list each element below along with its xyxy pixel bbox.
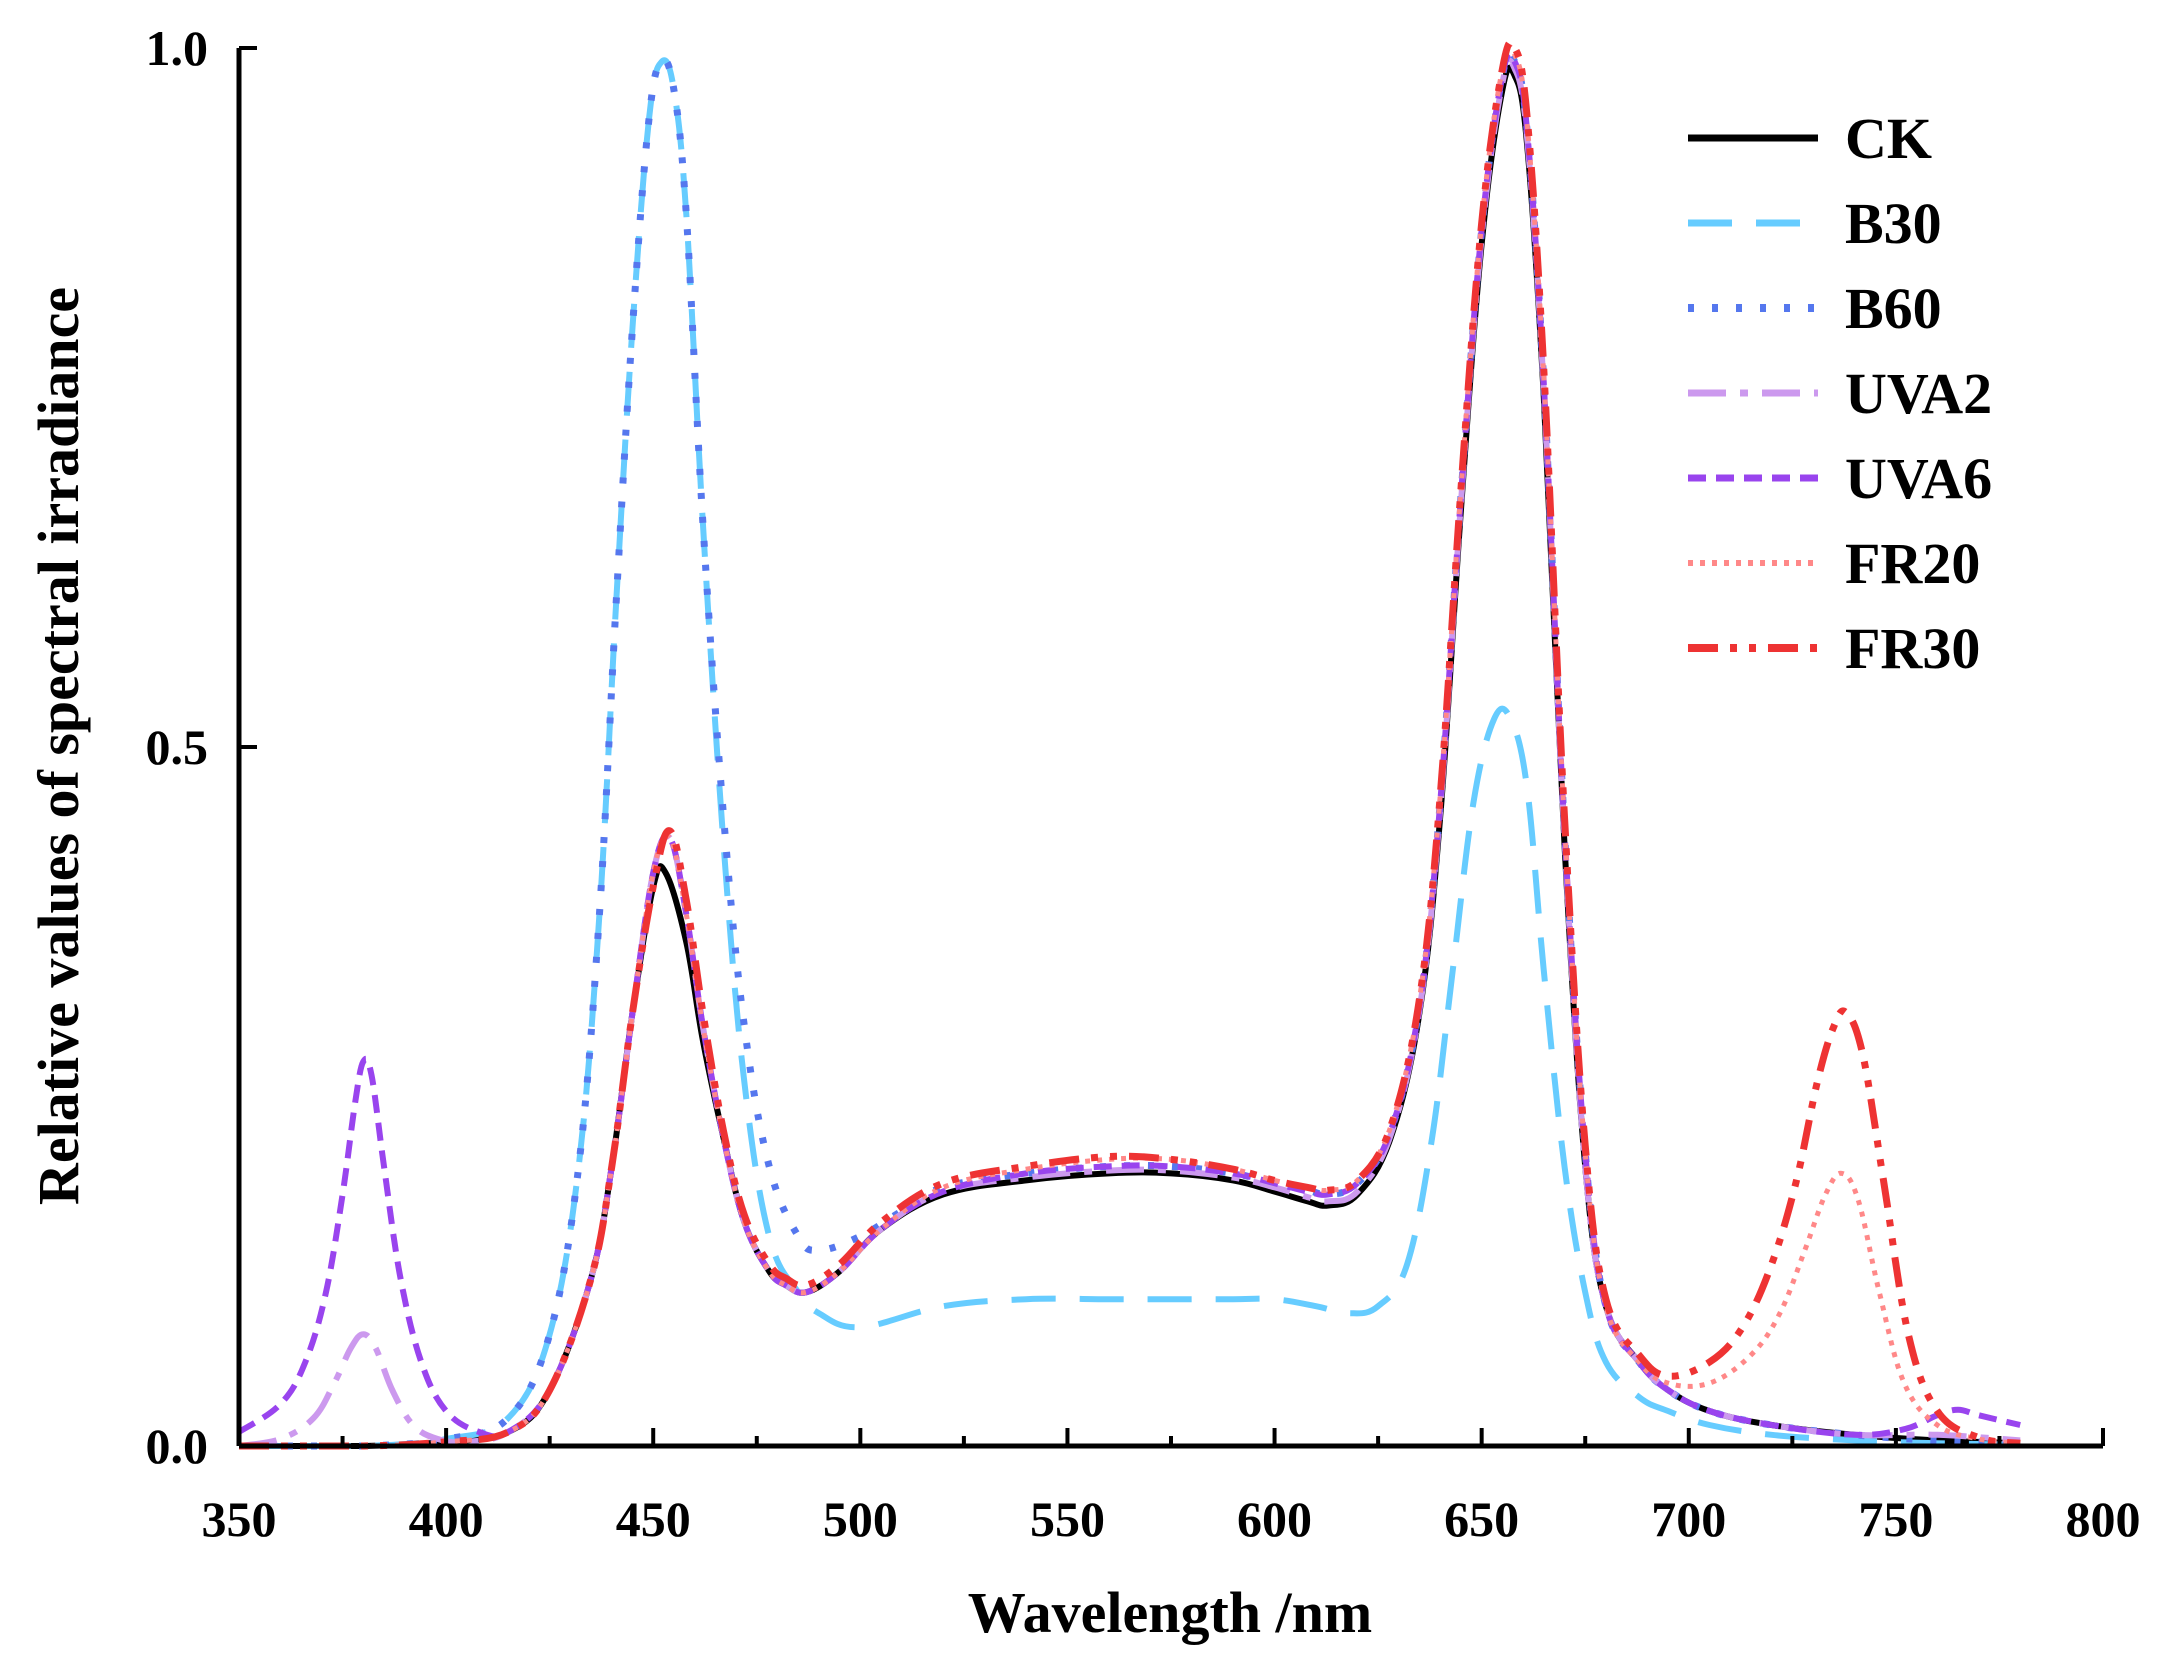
x-tick-label: 650: [1444, 1491, 1519, 1547]
x-tick-label: 550: [1030, 1491, 1105, 1547]
x-axis-label: Wavelength /nm: [968, 1580, 1372, 1645]
ticks: 350 400 450 500 550 600 650 700 750 800 0.0 0.5 1.0: [146, 20, 2141, 1547]
x-tick-label: 350: [202, 1491, 277, 1547]
legend-label-uva2: UVA2: [1845, 361, 1992, 426]
x-tick-label: 600: [1237, 1491, 1312, 1547]
x-tick-label: 700: [1651, 1491, 1726, 1547]
legend-label-b30: B30: [1845, 191, 1942, 256]
y-tick-label: 1.0: [146, 20, 209, 76]
series-layer: [237, 38, 2021, 1450]
x-tick-label: 800: [2066, 1491, 2141, 1547]
legend-label-fr30: FR30: [1845, 616, 1980, 681]
x-tick-label: 750: [1858, 1491, 1933, 1547]
y-tick-label: 0.5: [146, 719, 209, 775]
series-line-uva6: [237, 50, 2021, 1440]
legend-label-fr20: FR20: [1845, 531, 1980, 596]
x-tick-label: 400: [409, 1491, 484, 1547]
series-line-uva2: [238, 57, 2021, 1449]
x-tick-label: 500: [823, 1491, 898, 1547]
x-tick-label: 450: [616, 1491, 691, 1547]
series-line-fr20: [239, 44, 2021, 1449]
series-line-b60: [239, 50, 2021, 1450]
legend-label-uva6: UVA6: [1845, 446, 1992, 511]
series-line-fr30: [239, 38, 2021, 1450]
legend: CK B30 B60 UVA2 UVA6 FR20 FR30: [1688, 106, 1992, 681]
legend-label-ck: CK: [1845, 106, 1932, 171]
series-line-ck: [239, 64, 2021, 1450]
y-axis-label: Relative values of spectral irradiance: [26, 287, 91, 1205]
axes: [236, 48, 2103, 1449]
legend-label-b60: B60: [1845, 276, 1942, 341]
series-line-b30: [239, 57, 2021, 1450]
y-tick-label: 0.0: [146, 1418, 209, 1474]
